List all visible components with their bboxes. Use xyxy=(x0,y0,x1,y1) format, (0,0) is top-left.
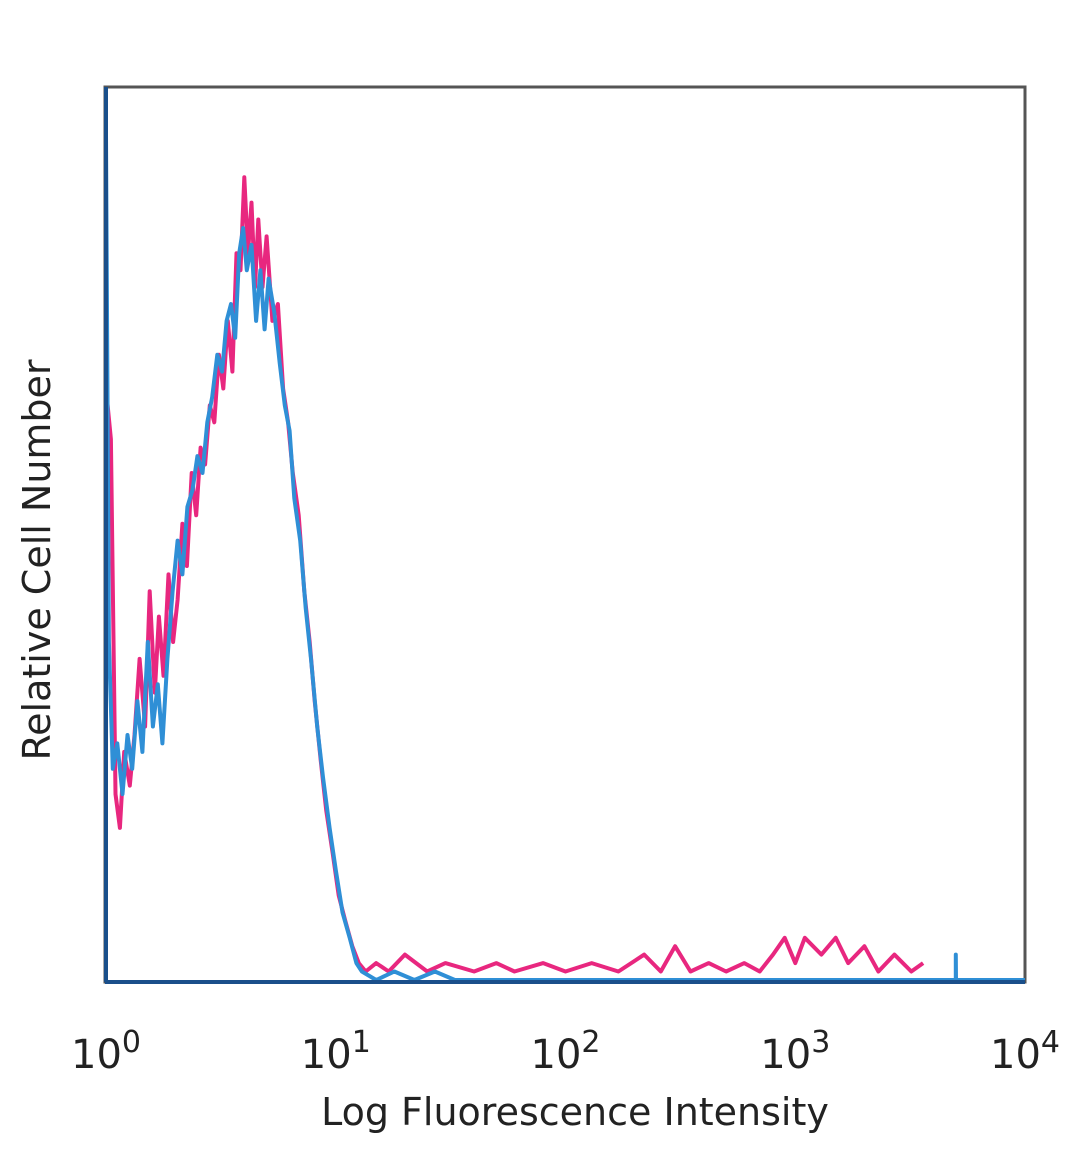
x-tick-label: 104 xyxy=(990,1025,1060,1078)
x-axis-title: Log Fluorescence Intensity xyxy=(321,1090,829,1134)
x-tick-labels: 100 101 102 103 104 xyxy=(71,1025,1060,1078)
x-tick-label: 102 xyxy=(531,1025,601,1078)
x-tick-label: 103 xyxy=(760,1025,830,1078)
x-tick-label: 100 xyxy=(71,1025,141,1078)
x-tick-label: 101 xyxy=(301,1025,371,1078)
y-axis-title: Relative Cell Number xyxy=(15,359,59,760)
series-line-2 xyxy=(104,134,1025,982)
series-layer xyxy=(104,134,1025,982)
